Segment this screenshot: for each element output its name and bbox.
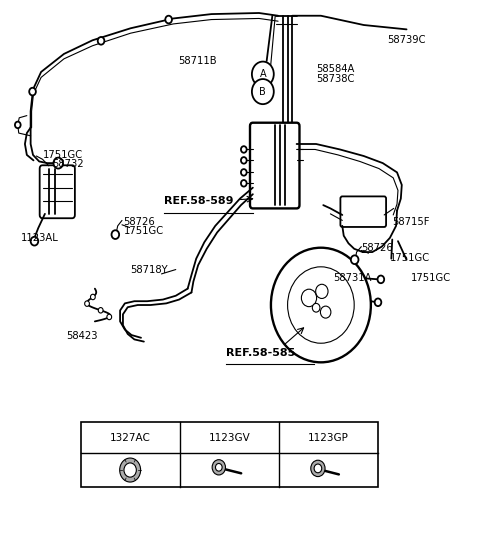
Circle shape (111, 230, 119, 239)
Text: REF.58-585: REF.58-585 (226, 348, 295, 358)
Text: 1123GP: 1123GP (308, 433, 349, 443)
Circle shape (165, 16, 172, 23)
Text: 58711B: 58711B (178, 56, 217, 66)
Circle shape (216, 464, 222, 471)
Text: 1327AC: 1327AC (110, 433, 151, 443)
Circle shape (377, 276, 384, 283)
Text: 1751GC: 1751GC (411, 273, 451, 283)
Text: 58726: 58726 (123, 217, 155, 227)
Circle shape (252, 79, 274, 104)
Circle shape (29, 88, 36, 95)
Circle shape (53, 158, 63, 168)
Text: 58423: 58423 (66, 331, 98, 341)
Text: 58731A: 58731A (333, 273, 372, 283)
Circle shape (212, 460, 226, 475)
Circle shape (107, 314, 112, 320)
Circle shape (252, 62, 274, 87)
Circle shape (241, 157, 247, 164)
Text: 1751GC: 1751GC (123, 227, 164, 236)
Circle shape (84, 301, 89, 306)
Bar (81, 422, 378, 487)
Circle shape (98, 307, 103, 313)
Circle shape (311, 460, 325, 477)
FancyBboxPatch shape (40, 166, 75, 218)
Text: 1751GC: 1751GC (390, 252, 430, 262)
Circle shape (375, 299, 381, 306)
Circle shape (241, 180, 247, 186)
FancyBboxPatch shape (340, 196, 386, 227)
Text: 1123AL: 1123AL (21, 233, 59, 243)
Circle shape (288, 267, 354, 343)
Circle shape (31, 237, 38, 245)
Text: 58726: 58726 (361, 243, 393, 252)
Circle shape (301, 289, 317, 307)
Text: 58732: 58732 (52, 159, 84, 169)
Circle shape (120, 458, 141, 482)
Circle shape (15, 122, 21, 128)
FancyBboxPatch shape (250, 123, 300, 208)
Circle shape (241, 169, 247, 175)
Text: 58739C: 58739C (387, 35, 426, 45)
Circle shape (314, 464, 322, 473)
Circle shape (321, 306, 331, 318)
Text: REF.58-589: REF.58-589 (164, 196, 233, 206)
Circle shape (124, 463, 136, 477)
Circle shape (351, 255, 359, 264)
Text: A: A (260, 69, 266, 79)
Text: 1751GC: 1751GC (43, 150, 83, 160)
Circle shape (312, 304, 320, 312)
Text: 58738C: 58738C (316, 74, 355, 84)
Circle shape (271, 248, 371, 362)
Text: 1123GV: 1123GV (208, 433, 250, 443)
Text: 58584A: 58584A (316, 64, 355, 74)
Text: 58718Y: 58718Y (131, 265, 168, 274)
Text: B: B (260, 86, 266, 97)
Circle shape (241, 146, 247, 153)
Circle shape (98, 37, 104, 45)
Circle shape (316, 284, 328, 299)
Circle shape (91, 294, 95, 300)
Text: 58715F: 58715F (392, 217, 430, 227)
